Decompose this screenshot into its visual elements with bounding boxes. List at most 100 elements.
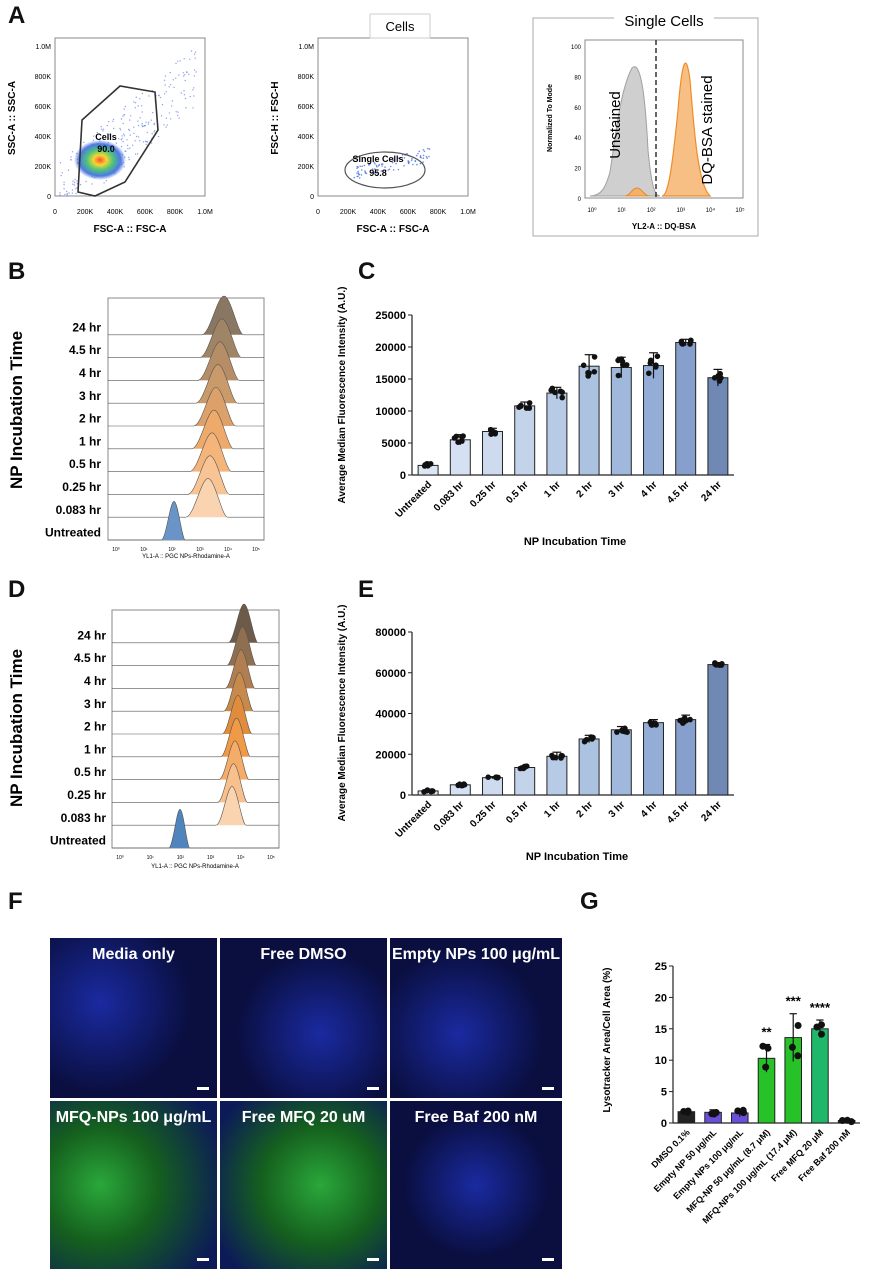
event-dot: [60, 174, 62, 177]
event-dot: [188, 73, 190, 76]
event-dot: [101, 128, 103, 130]
event-dot: [422, 149, 425, 151]
y-tick-label: 10000: [375, 406, 406, 418]
data-point: [715, 373, 721, 379]
event-dot: [128, 158, 130, 161]
tick-label: 400K: [35, 134, 52, 141]
event-dot: [163, 93, 166, 95]
event-dot: [193, 69, 196, 71]
histogram-24-hr: [112, 603, 279, 644]
event-dot: [375, 164, 378, 167]
event-dot: [59, 192, 61, 194]
x-tick-label: 24 hr: [699, 799, 724, 824]
y-tick-label: 20000: [375, 749, 406, 761]
data-point: [794, 1052, 802, 1060]
event-dot: [356, 175, 359, 178]
tick-label: 10⁵: [735, 207, 745, 214]
a2-x-label: FSC-A :: FSC-A: [357, 224, 430, 235]
e-x-label: NP Incubation Time: [526, 851, 628, 863]
tick-label: 0: [47, 194, 51, 201]
event-dot: [59, 194, 61, 196]
histogram-untreated: [112, 808, 279, 849]
data-point: [559, 389, 565, 396]
e-y-label: Average Median Fluorescence Intensity (A…: [337, 605, 348, 822]
data-point: [623, 362, 630, 368]
data-point: [585, 373, 591, 379]
event-dot: [83, 141, 85, 144]
event-dot: [407, 160, 410, 162]
event-dot: [417, 152, 419, 155]
event-dot: [85, 180, 87, 183]
data-point: [654, 353, 661, 360]
x-tick-label: 1 hr: [542, 479, 563, 500]
event-dot: [112, 120, 114, 123]
data-point: [813, 1023, 821, 1031]
event-dot: [158, 95, 160, 97]
event-dot: [139, 140, 141, 142]
scale-bar: [367, 1087, 379, 1090]
x-tick-label: 1 hr: [542, 799, 563, 820]
event-dot: [193, 95, 195, 97]
d-x-label: YL1-A :: PGC NPs-Rhodamine-A: [151, 864, 239, 870]
data-point: [552, 754, 559, 761]
event-dot: [73, 181, 76, 184]
event-dot: [357, 170, 359, 173]
event-dot: [141, 111, 143, 113]
event-dot: [169, 84, 172, 86]
event-dot: [425, 155, 428, 158]
event-dot: [73, 184, 76, 186]
event-dot: [145, 143, 147, 146]
data-point: [838, 1117, 846, 1124]
data-point: [615, 357, 621, 364]
tick-label: 20: [574, 167, 581, 173]
event-dot: [416, 163, 418, 166]
b-x-label: YL1-A :: PGC NPs-Rhodamine-A: [142, 554, 230, 560]
data-point: [526, 400, 533, 406]
event-dot: [418, 150, 421, 153]
row-label: 1 hr: [84, 742, 106, 756]
tick-label: 600K: [298, 104, 315, 111]
tick-label: 1.0M: [298, 44, 314, 51]
data-point: [427, 461, 434, 467]
event-dot: [358, 173, 361, 176]
event-dot: [372, 168, 374, 170]
y-tick-label: 10: [655, 1055, 667, 1067]
event-dot: [122, 115, 124, 117]
event-dot: [129, 147, 131, 149]
event-dot: [412, 163, 414, 166]
micrograph-free-baf: Free Baf 200 nM: [390, 1101, 562, 1269]
event-dot: [178, 117, 180, 119]
event-dot: [169, 71, 171, 74]
tick-label: 10²: [177, 855, 185, 861]
scale-bar: [542, 1087, 554, 1090]
data-point: [583, 736, 590, 743]
bar-7: [643, 365, 664, 476]
tick-label: 10⁴: [224, 547, 232, 553]
event-dot: [177, 111, 179, 113]
bar-7: [643, 722, 664, 796]
row-label: 0.083 hr: [56, 503, 102, 517]
event-dot: [391, 161, 394, 164]
tick-label: 200K: [35, 164, 52, 171]
event-dot: [356, 165, 359, 168]
event-dot: [119, 129, 122, 131]
c-y-label: Average Median Fluorescence Intensity (A…: [337, 287, 348, 504]
tick-label: 1.0M: [460, 209, 476, 216]
event-dot: [127, 148, 129, 150]
x-tick-label: 0.083 hr: [432, 799, 467, 834]
event-dot: [93, 135, 95, 137]
data-point: [614, 729, 620, 735]
bar-3: [514, 405, 536, 476]
event-dot: [137, 124, 140, 127]
tick-label: 1.0M: [197, 209, 213, 216]
event-dot: [136, 153, 139, 155]
bar-6: [610, 366, 632, 476]
event-dot: [164, 84, 166, 86]
a3-x-label: YL2-A :: DQ-BSA: [632, 222, 696, 231]
event-dot: [150, 142, 153, 144]
event-dot: [144, 125, 147, 127]
event-dot: [371, 172, 373, 174]
event-dot: [419, 162, 422, 165]
panel-a-plot1: 0 200K 400K 600K 800K 1.0M 0 200K 400K 600K 800K 1.…: [7, 37, 213, 235]
